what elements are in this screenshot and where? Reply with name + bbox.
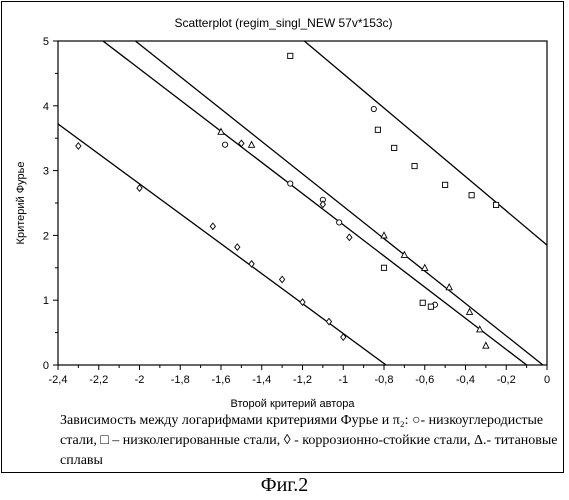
square-point xyxy=(411,163,418,170)
square-point xyxy=(380,264,388,271)
y-axis-label: Критерий Фурье xyxy=(15,162,27,245)
fit-line xyxy=(303,41,547,246)
triangle-point xyxy=(445,283,453,291)
diamond-point xyxy=(209,222,217,231)
diamond-point xyxy=(278,275,286,284)
diamond-point xyxy=(136,184,143,193)
plot-area-border xyxy=(57,40,548,366)
diamond-point xyxy=(325,317,333,326)
fit-line xyxy=(101,41,528,365)
y-tick-label: 3 xyxy=(43,166,49,178)
y-tick-label: 5 xyxy=(43,36,49,48)
triangle-point xyxy=(380,231,388,239)
fit-line xyxy=(134,41,544,365)
triangle-point xyxy=(400,250,409,258)
x-tick-label: -1,4 xyxy=(252,374,271,386)
x-tick-label: 0 xyxy=(544,374,550,386)
diamond-point xyxy=(238,139,245,148)
square-point xyxy=(468,192,475,199)
triangle-point xyxy=(476,325,484,333)
diamond-point xyxy=(319,200,327,209)
square-point xyxy=(391,144,398,151)
square-point xyxy=(493,201,500,208)
x-tick-label: -2,4 xyxy=(49,374,68,386)
diamond-point xyxy=(299,298,306,307)
diamond-point xyxy=(248,259,255,268)
x-tick-label: -1 xyxy=(338,374,348,386)
square-point xyxy=(427,303,434,310)
fit-lines xyxy=(58,41,547,365)
diamond-point xyxy=(75,142,82,150)
circle-point xyxy=(370,105,377,113)
x-tick-label: -2,2 xyxy=(89,374,108,386)
x-tick-label: -1,8 xyxy=(171,374,190,386)
y-tick-label: 1 xyxy=(43,295,49,307)
circle-point xyxy=(336,219,343,226)
x-tick-label: -2 xyxy=(135,374,145,386)
triangle-point xyxy=(247,140,256,148)
y-tick-label: 4 xyxy=(43,101,49,113)
square-point xyxy=(442,181,449,188)
triangle-point xyxy=(217,127,225,135)
diamond-point xyxy=(340,333,347,342)
scatter-plot: -2,4 -2,2 -2 -1,8 -1,6 -1,4 -1,2 -1 -0,8 -0,6 -0,4… xyxy=(15,36,550,410)
y-tick-label: 0 xyxy=(43,360,49,372)
triangle-point xyxy=(421,263,429,271)
x-tick-label: -0,6 xyxy=(415,374,434,386)
square-point xyxy=(287,52,294,59)
figure-label: Фиг.2 xyxy=(260,474,309,496)
triangle-point xyxy=(465,307,474,315)
circle-point xyxy=(222,141,229,148)
x-tick-label: -0,8 xyxy=(375,374,394,386)
square-point xyxy=(419,299,426,306)
x-tick-label: -0,4 xyxy=(456,374,475,386)
x-tick-label: -1,2 xyxy=(293,374,312,386)
y-tick-label: 2 xyxy=(43,230,49,242)
chart-frame: Scatterplot (regim_singl_NEW 57v*153c) -… xyxy=(1,1,564,473)
diamond-point xyxy=(346,233,353,242)
circle-point xyxy=(287,180,294,187)
fit-line xyxy=(58,123,387,365)
x-tick-label: -1,6 xyxy=(212,374,231,386)
figure-caption: Зависимость между логарифмами критериями… xyxy=(60,413,558,468)
diamond-point xyxy=(234,243,241,251)
x-axis-label: Второй критерий автора xyxy=(231,398,356,410)
x-tick-label: -0,2 xyxy=(497,374,516,386)
square-point xyxy=(374,126,381,133)
chart-title: Scatterplot (regim_singl_NEW 57v*153c) xyxy=(174,16,393,30)
triangle-point xyxy=(482,341,490,349)
